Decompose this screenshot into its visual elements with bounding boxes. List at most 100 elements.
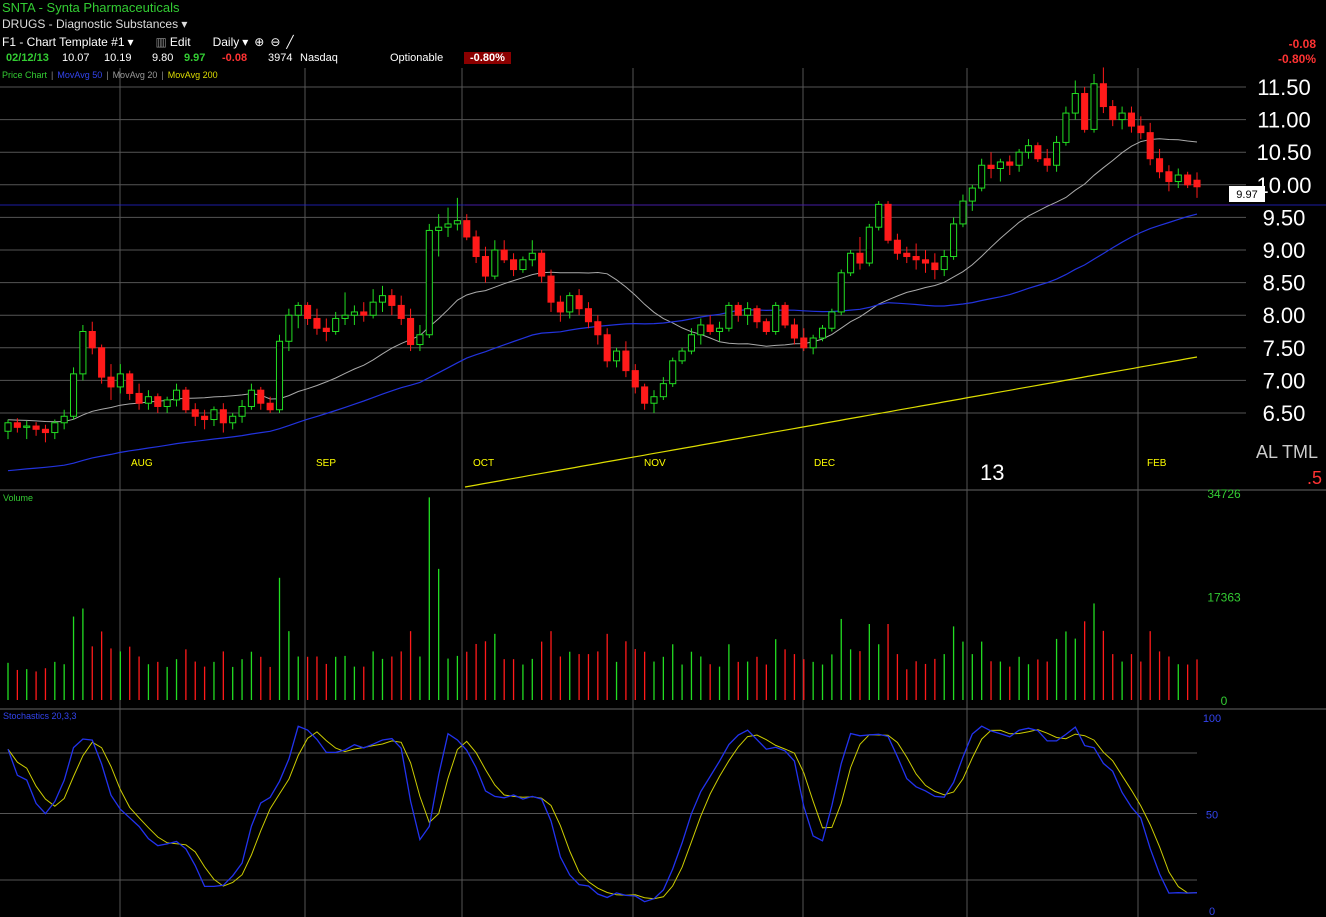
candle-body bbox=[1109, 106, 1117, 121]
candle-body bbox=[360, 311, 368, 316]
price-tick-label: 9.50 bbox=[1263, 205, 1306, 230]
price-tick-label: 8.50 bbox=[1263, 271, 1306, 296]
candle-body bbox=[669, 360, 677, 385]
candle-body bbox=[154, 396, 162, 407]
quote-low: 9.80 bbox=[152, 52, 174, 64]
candle-body bbox=[1081, 93, 1089, 130]
quote-optionable: Optionable bbox=[390, 52, 444, 64]
right-pct: -0.80% bbox=[1277, 52, 1316, 66]
candle-body bbox=[201, 415, 209, 421]
candle-body bbox=[182, 389, 190, 411]
candle-body bbox=[678, 350, 686, 362]
candle-body bbox=[79, 331, 87, 375]
stoch-tick-label: 50 bbox=[1206, 810, 1218, 822]
quote-date: 02/12/13 bbox=[6, 52, 49, 64]
candle-body bbox=[69, 373, 78, 417]
candle-body bbox=[950, 223, 958, 258]
candle-body bbox=[978, 164, 986, 189]
candle-body bbox=[1174, 174, 1182, 183]
candle-body bbox=[622, 350, 630, 372]
candle-body bbox=[528, 252, 536, 261]
candle-body bbox=[407, 317, 415, 346]
industry-selector[interactable]: DRUGS - Diagnostic Substances ▾ bbox=[2, 17, 187, 31]
pct-change-badge: -0.80% bbox=[464, 52, 511, 64]
candle-body bbox=[247, 389, 255, 407]
toolbar: F1 - Chart Template #1 ▾ ▥ Edit Daily ▾ ⊕ ⊖… bbox=[2, 34, 294, 50]
candle-body bbox=[725, 304, 733, 329]
volume-panel-label: Volume bbox=[3, 493, 34, 503]
stoch-tick-label: 100 bbox=[1203, 713, 1221, 725]
candle-body bbox=[538, 252, 546, 277]
candle-body bbox=[23, 425, 31, 428]
candle-body bbox=[547, 275, 555, 303]
x-axis-label: SEP bbox=[316, 458, 336, 469]
x-axis-label: DEC bbox=[814, 458, 835, 469]
zoom-in-icon[interactable]: ⊕ bbox=[254, 35, 265, 49]
small-watermark: .5 bbox=[1307, 468, 1323, 488]
quote-high: 10.19 bbox=[104, 52, 132, 64]
price-tick-label: 10.00 bbox=[1256, 173, 1311, 198]
price-tag-label: 9.97 bbox=[1236, 189, 1257, 201]
candle-body bbox=[144, 396, 152, 404]
period-dropdown[interactable]: Daily ▾ bbox=[213, 35, 249, 49]
candle-body bbox=[163, 399, 171, 407]
candle-body bbox=[996, 161, 1004, 169]
quote-exchange: Nasdaq bbox=[300, 52, 338, 64]
candle-body bbox=[332, 317, 340, 332]
candle-body bbox=[51, 422, 59, 434]
candle-body bbox=[1053, 141, 1061, 166]
candle-body bbox=[903, 252, 911, 258]
x-axis-label: OCT bbox=[473, 458, 494, 469]
draw-line-icon[interactable]: ╱ bbox=[286, 35, 294, 49]
candle-body bbox=[397, 304, 405, 319]
candle-body bbox=[388, 295, 396, 306]
candle-body bbox=[968, 187, 976, 202]
candle-body bbox=[1090, 83, 1098, 130]
quote-bar: 02/12/13 10.07 10.19 9.80 9.97 -0.08 397… bbox=[6, 52, 511, 64]
legend-ma50: MovAvg 50 bbox=[57, 70, 103, 80]
price-tick-label: 6.50 bbox=[1263, 401, 1306, 426]
candle-body bbox=[32, 425, 40, 430]
chevron-down-icon: ▾ bbox=[181, 17, 188, 31]
candle-body bbox=[1127, 112, 1136, 127]
zoom-out-icon[interactable]: ⊖ bbox=[270, 35, 281, 49]
candle-body bbox=[875, 203, 883, 228]
candle-body bbox=[378, 295, 387, 303]
candle-body bbox=[837, 272, 845, 313]
candle-body bbox=[1193, 179, 1201, 188]
candle-body bbox=[126, 373, 134, 394]
candle-body bbox=[1024, 145, 1033, 153]
stoch-d-line bbox=[7, 729, 1198, 900]
candle-body bbox=[987, 164, 995, 170]
candle-body bbox=[4, 422, 12, 432]
candle-body bbox=[594, 321, 602, 336]
x-axis-label: NOV bbox=[644, 458, 666, 469]
symbol-title: SNTA - Synta Pharmaceuticals bbox=[2, 0, 180, 15]
candle-body bbox=[556, 301, 564, 313]
candle-body bbox=[1184, 174, 1192, 186]
candle-body bbox=[444, 223, 452, 228]
candle-body bbox=[912, 256, 920, 261]
quote-volume: 3974 bbox=[268, 52, 293, 64]
price-tick-label: 11.50 bbox=[1257, 75, 1310, 100]
edit-button[interactable]: ▥ Edit bbox=[156, 35, 191, 49]
quote-close: 9.97 bbox=[184, 52, 206, 64]
candle-body bbox=[322, 327, 330, 332]
candle-body bbox=[41, 428, 49, 434]
candle-body bbox=[191, 409, 199, 417]
candle-body bbox=[1165, 171, 1173, 183]
year-watermark: 13 bbox=[980, 460, 1005, 485]
price-legend: Price Chart | MovAvg 50 | MovAvg 20 | MovAv… bbox=[2, 70, 218, 80]
legend-price: Price Chart bbox=[2, 70, 48, 80]
candle-body bbox=[1034, 145, 1042, 160]
candle-body bbox=[790, 324, 798, 339]
candle-body bbox=[135, 392, 143, 404]
candle-body bbox=[350, 311, 358, 316]
candle-body bbox=[1043, 158, 1051, 166]
chevron-down-icon: ▾ bbox=[127, 35, 134, 49]
ma50-line bbox=[7, 213, 1198, 472]
candle-body bbox=[229, 415, 237, 424]
candle-body bbox=[275, 340, 284, 411]
template-dropdown[interactable]: F1 - Chart Template #1 ▾ bbox=[2, 35, 134, 49]
